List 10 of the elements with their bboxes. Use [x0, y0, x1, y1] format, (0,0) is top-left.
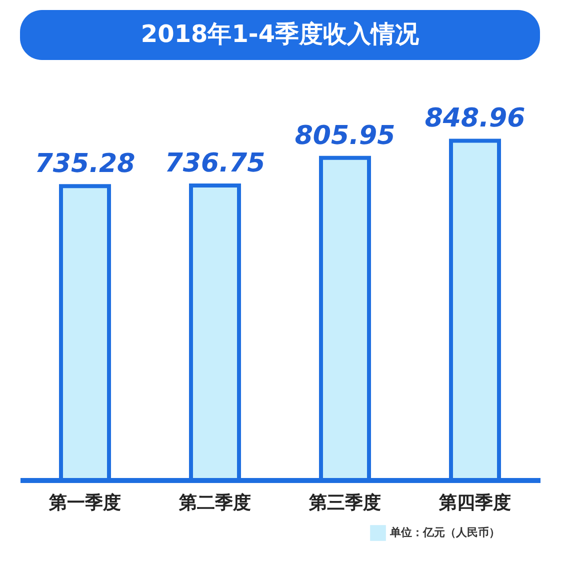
data-label: 735.28: [34, 149, 136, 180]
x-tick-label: 第四季度: [438, 492, 511, 514]
data-label: 805.95: [294, 120, 396, 151]
legend-label: 单位：亿元（人民币）: [389, 526, 500, 539]
x-tick-label: 第一季度: [48, 492, 121, 514]
x-tick-label: 第三季度: [308, 492, 381, 514]
data-label: 848.96: [424, 104, 526, 134]
data-label: 736.75: [164, 148, 266, 179]
chart-title: 2018年1-4季度收入情况: [140, 20, 420, 48]
x-tick-label: 第二季度: [178, 492, 251, 514]
